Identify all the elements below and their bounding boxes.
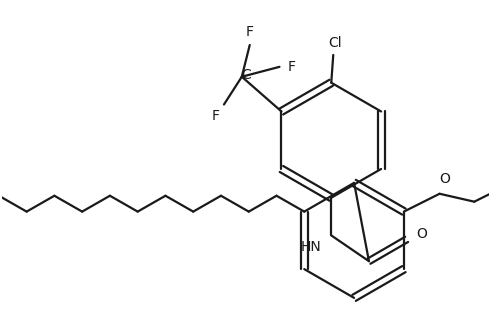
Text: O: O	[439, 172, 450, 186]
Text: F: F	[246, 25, 254, 39]
Text: C: C	[241, 68, 250, 82]
Text: Cl: Cl	[328, 36, 342, 50]
Text: HN: HN	[301, 240, 322, 254]
Text: F: F	[212, 110, 220, 123]
Text: F: F	[287, 60, 296, 74]
Text: O: O	[416, 227, 428, 241]
